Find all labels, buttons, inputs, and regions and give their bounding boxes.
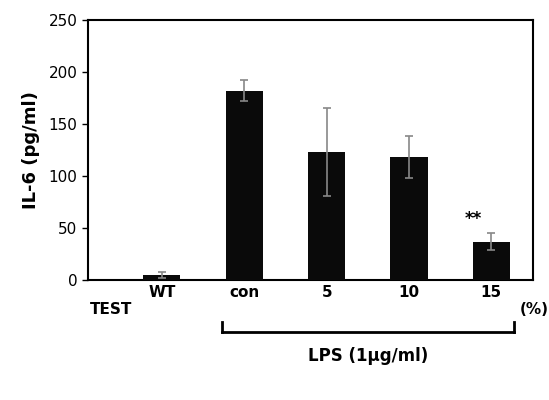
Text: **: **	[464, 210, 482, 228]
Y-axis label: IL-6 (pg/ml): IL-6 (pg/ml)	[22, 91, 40, 209]
Bar	[308, 152, 345, 280]
Bar	[143, 275, 181, 280]
Text: TEST: TEST	[89, 302, 132, 317]
Bar	[226, 91, 263, 280]
Bar	[473, 242, 510, 280]
Bar	[390, 157, 428, 280]
Text: LPS (1μg/ml): LPS (1μg/ml)	[307, 346, 428, 364]
Text: (%): (%)	[520, 302, 549, 317]
